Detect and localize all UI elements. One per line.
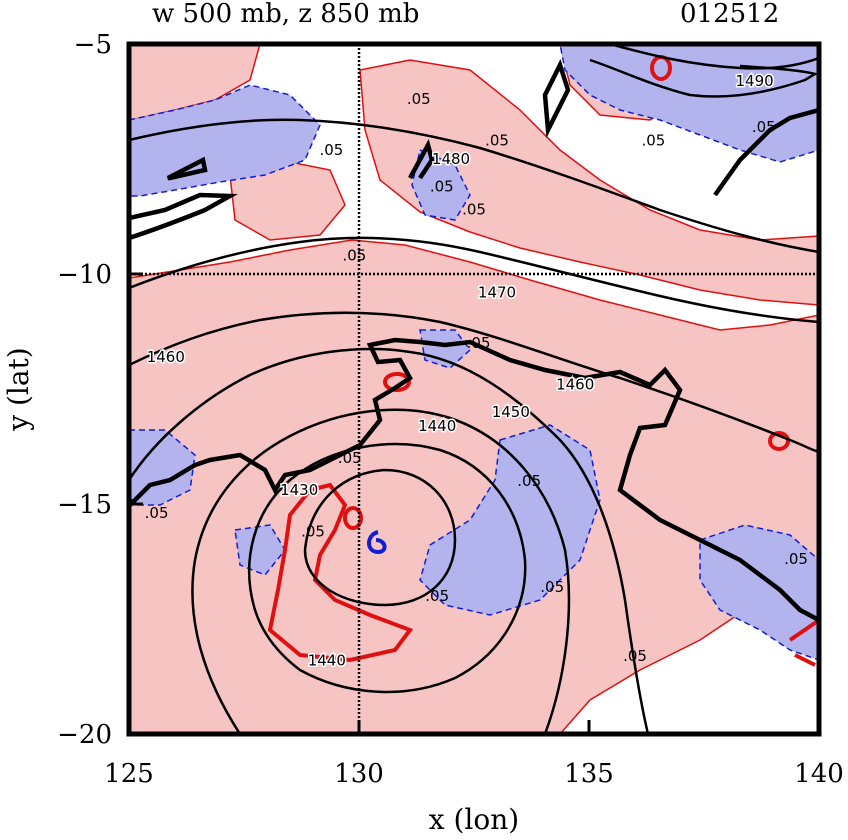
height-contour	[129, 347, 650, 734]
w-contour-label: .05	[540, 578, 564, 596]
w-contour-label: .05	[623, 647, 647, 665]
negative-w-region	[129, 429, 196, 506]
negative-w-region	[419, 424, 601, 616]
w-contour-label: .05	[301, 523, 325, 541]
height-contour-label: 1470	[478, 283, 516, 301]
w-contour-label: .05	[467, 334, 491, 352]
w-contour-label: .05	[752, 118, 776, 136]
negative-w-region	[129, 84, 321, 197]
w-contour-label: .05	[430, 178, 454, 196]
x-tick-label: 135	[564, 759, 614, 789]
negative-w-region	[234, 524, 286, 576]
height-contour	[129, 118, 819, 254]
w-contour-label: .05	[641, 132, 665, 150]
strong-w-contour	[267, 482, 414, 663]
coastline-segment	[713, 107, 819, 197]
height-contour-label: 1460	[556, 375, 594, 393]
coastline	[129, 59, 819, 622]
negative-w-region	[699, 524, 819, 661]
height-contour-label: 1440	[418, 417, 456, 435]
strong-w-contour	[343, 506, 363, 530]
y-tick-label: −15	[57, 490, 112, 520]
positive-w-region	[129, 239, 819, 734]
coastline-segment	[408, 138, 435, 180]
height-contour	[609, 44, 819, 70]
w-contour-label: .05	[338, 449, 362, 467]
y-axis: −5 −10 −15 −20	[57, 30, 143, 750]
w-contour-label: .05	[407, 90, 431, 108]
x-tick-label: 125	[104, 759, 154, 789]
w-contour-label: .05	[342, 247, 366, 265]
height-contour-label: 1460	[147, 348, 185, 366]
chart-title: w 500 mb, z 850 mb	[152, 0, 419, 29]
height-contour-label: 1450	[492, 403, 530, 421]
strong-w-contour	[768, 431, 790, 451]
y-tick-label: −10	[57, 260, 112, 290]
y-tick-label: −20	[57, 720, 112, 750]
height-contour	[303, 468, 457, 607]
w-contour-label: .05	[784, 550, 808, 568]
height-contour	[248, 442, 527, 694]
coastline-segment	[542, 59, 571, 139]
height-contour	[589, 58, 819, 98]
w-contour-label: .05	[319, 141, 343, 159]
y-axis-label: y (lat)	[2, 347, 35, 431]
case-id: 012512	[680, 0, 779, 29]
x-tick-label: 140	[794, 759, 844, 789]
coastline-segment	[166, 156, 208, 181]
w-contour-label: .05	[425, 587, 449, 605]
w-contour-label: .05	[145, 504, 169, 522]
height-contour	[129, 236, 819, 324]
height-contour-label: 1440	[308, 651, 346, 669]
plot-frame	[126, 41, 822, 737]
positive-w-region	[359, 59, 819, 306]
y-tick-label: −5	[74, 30, 112, 60]
w-contour-labels: .05 .05 .05 .05 .05 .05 .05 .05 .05 .05 .05 .05 .05.…	[145, 90, 808, 665]
x-axis-label: x (lon)	[429, 803, 519, 836]
coastline-segment	[129, 192, 239, 241]
height-contour-label: 1430	[280, 481, 318, 499]
x-axis: 125 130 135 140	[104, 720, 844, 789]
w-contour-label: .05	[462, 201, 486, 219]
strong-w-contour	[383, 372, 411, 392]
x-tick-label: 130	[334, 759, 384, 789]
coastline-segment	[129, 337, 819, 622]
negative-w-regions	[129, 44, 819, 661]
w-contour-label: .05	[485, 132, 509, 150]
plot-area: 1490 1480 1470 1460 1460 1450 1440 1430 1440 .05…	[129, 44, 819, 734]
w-contour-label: .05	[517, 472, 541, 490]
negative-w-region	[419, 329, 472, 369]
strong-negative-w	[367, 530, 387, 555]
height-contour-label: 1480	[432, 150, 470, 168]
height-contour	[129, 311, 819, 454]
height-contour-label: 1490	[736, 72, 774, 90]
height-contour-labels: 1490 1480 1470 1460 1460 1450 1440 1430 1440	[145, 70, 775, 671]
